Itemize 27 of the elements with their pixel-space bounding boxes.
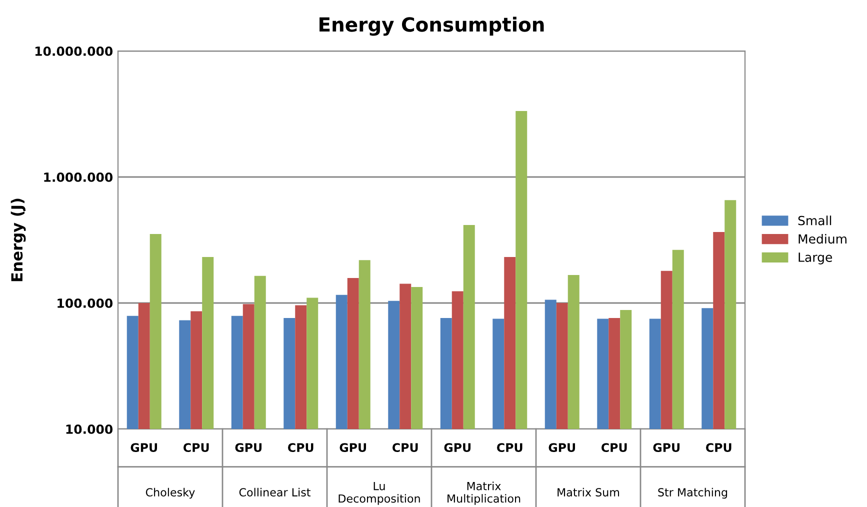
x-tick-label: GPU (653, 443, 680, 452)
x-tick-label: CPU (602, 443, 627, 452)
legend-label: Large (798, 252, 832, 264)
text: Collinear List (239, 488, 310, 496)
text: Cholesky (146, 488, 195, 499)
y-tick-label: 1.000.000 (44, 172, 113, 182)
x-tick-label: GPU (548, 443, 576, 452)
y-tick-label: 10.000.000 (35, 46, 113, 56)
x-tick-label: CPU (184, 443, 209, 452)
x-tick-label: CPU (497, 443, 522, 452)
x-tick-label: GPU (130, 443, 158, 452)
x-tick-label: GPU (444, 443, 471, 452)
legend-label: Small (798, 216, 832, 226)
text: Matrix Multiplication (448, 482, 520, 505)
text: Lu Decomposition (338, 482, 420, 505)
text: Str Matching (658, 488, 728, 499)
x-tick-label: GPU (235, 443, 262, 452)
y-tick-label: 10.000 (66, 424, 113, 434)
x-tick-label: CPU (288, 443, 314, 452)
y-tick-label: 100.000 (58, 298, 113, 308)
x-tick-label: CPU (706, 443, 732, 452)
y-axis-title: Energy (J) (10, 198, 26, 282)
x-tick-label: CPU (392, 443, 418, 452)
legend-label: Medium (798, 234, 846, 244)
chart-title: Energy Consumption (320, 16, 544, 36)
x-tick-label: GPU (340, 443, 366, 452)
text: Matrix Sum (558, 488, 620, 496)
